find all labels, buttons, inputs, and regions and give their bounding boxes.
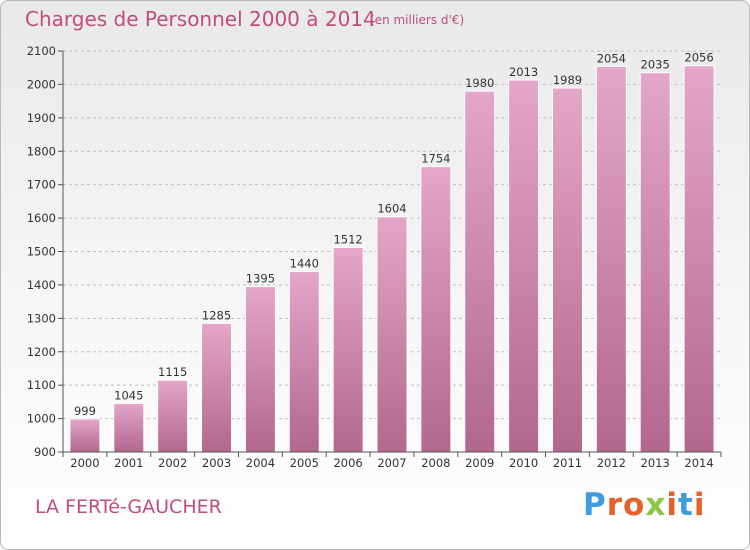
y-tick-label: 1300 [27, 311, 56, 325]
bar-2005 [288, 271, 320, 453]
y-tick-label: 2000 [27, 77, 56, 91]
x-tick-label: 2002 [158, 456, 187, 470]
data-label: 1754 [421, 152, 450, 166]
data-label: 1045 [114, 389, 143, 403]
bar-2004 [244, 286, 276, 453]
y-tick-label: 1400 [27, 278, 56, 292]
data-label: 1395 [246, 272, 275, 286]
x-tick-label: 2004 [246, 456, 275, 470]
bar-2006 [332, 246, 364, 453]
y-tick-label: 1500 [27, 245, 56, 259]
x-tick-label: 2012 [597, 456, 626, 470]
x-tick-label: 2001 [114, 456, 143, 470]
x-tick-label: 2008 [421, 456, 450, 470]
y-tick-label: 1900 [27, 111, 56, 125]
bar-2011 [551, 87, 583, 453]
x-tick-label: 2003 [202, 456, 231, 470]
bar-2013 [639, 72, 671, 453]
data-label: 1512 [333, 232, 362, 246]
x-tick-label: 2005 [290, 456, 319, 470]
brand-letter: P [583, 487, 607, 523]
brand-letter: t [677, 487, 694, 523]
labels: 900 1000 1100 1200 1300 1400 1500 1600 1700 1800 1… [27, 44, 714, 470]
y-tick-label: 1600 [27, 211, 56, 225]
x-tick-label: 2013 [641, 456, 670, 470]
chart-subtitle: (en milliers d'€) [370, 13, 465, 27]
bar-2010 [508, 79, 540, 453]
x-tick-label: 2006 [333, 456, 362, 470]
bar-2003 [201, 322, 233, 453]
chart-title: Charges de Personnel 2000 à 2014 [25, 7, 376, 31]
axes [58, 50, 722, 457]
x-tick-label: 2010 [509, 456, 538, 470]
data-label: 1285 [202, 308, 231, 322]
x-tick-label: 2007 [377, 456, 406, 470]
y-tick-label: 1100 [27, 378, 56, 392]
y-tick-label: 2100 [27, 44, 56, 58]
bar-2014 [683, 65, 715, 453]
bar-2012 [595, 65, 627, 453]
bar-2009 [464, 90, 496, 453]
y-tick-label: 1200 [27, 345, 56, 359]
data-label: 2054 [597, 51, 626, 65]
y-tick-label: 1800 [27, 144, 56, 158]
bar-2000 [69, 418, 101, 453]
data-label: 1115 [158, 365, 187, 379]
proxiti-logo[interactable]: Proxiti [583, 487, 705, 523]
bar-2008 [420, 166, 452, 453]
commune-name: LA FERTé-GAUCHER [35, 496, 222, 518]
x-tick-label: 2000 [70, 456, 99, 470]
bars [69, 65, 715, 453]
x-tick-label: 2014 [684, 456, 713, 470]
bar-2002 [157, 379, 189, 453]
data-label: 2035 [641, 58, 670, 72]
data-label: 2056 [684, 51, 713, 65]
brand-letter: o [623, 487, 646, 523]
data-label: 1989 [553, 73, 582, 87]
y-tick-label: 1700 [27, 178, 56, 192]
bar-2001 [113, 403, 145, 453]
brand-letter: x [645, 487, 667, 523]
data-label: 999 [74, 404, 96, 418]
brand-letter: r [606, 487, 624, 523]
y-tick-label: 900 [34, 445, 56, 459]
data-label: 2013 [509, 65, 538, 79]
data-label: 1604 [377, 202, 406, 216]
x-tick-label: 2009 [465, 456, 494, 470]
x-tick-label: 2011 [553, 456, 582, 470]
data-label: 1440 [290, 257, 319, 271]
brand-letter: i [693, 487, 706, 523]
brand-letter: i [666, 487, 678, 523]
bar-2007 [376, 216, 408, 453]
data-label: 1980 [465, 76, 494, 90]
y-tick-label: 1000 [27, 412, 56, 426]
